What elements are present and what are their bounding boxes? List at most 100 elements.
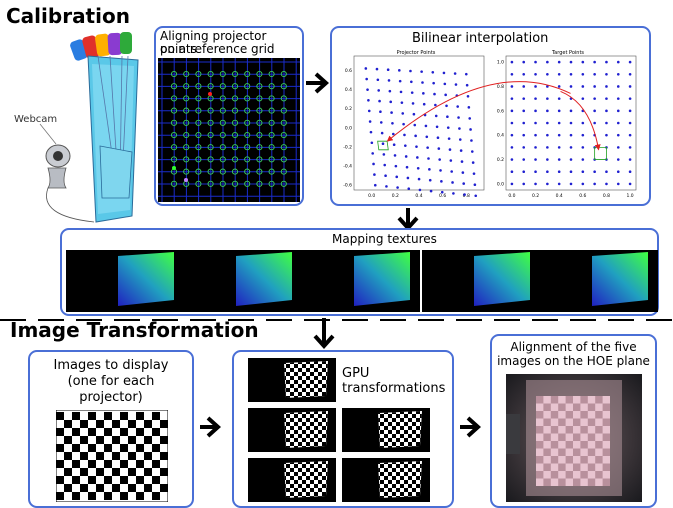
- target-point: [522, 182, 526, 186]
- projector-point: [470, 139, 473, 142]
- mapping-texture-tile: [302, 250, 420, 312]
- mapping-texture-tile: [184, 250, 302, 312]
- projector-point: [427, 157, 430, 160]
- gpu-transformed-tile: [248, 408, 336, 452]
- projector-point: [373, 173, 376, 176]
- target-point: [522, 158, 526, 161]
- projector-point: [369, 130, 373, 134]
- projector-point: [413, 123, 417, 127]
- projector-point: [403, 133, 406, 137]
- projector-point: [432, 81, 435, 85]
- target-point: [557, 72, 561, 76]
- projector-point: [365, 77, 368, 81]
- projector-point: [421, 81, 424, 84]
- projector-x-tick: 0.2: [392, 193, 399, 199]
- target-point: [616, 97, 620, 100]
- projector-point: [417, 177, 421, 181]
- projector-rig-illustration: [39, 32, 139, 223]
- target-point: [510, 182, 514, 186]
- target-x-tick: 0.2: [532, 193, 539, 199]
- projector-point: [422, 102, 426, 106]
- target-point: [522, 146, 526, 149]
- target-point: [510, 170, 514, 174]
- target-point: [628, 109, 632, 113]
- target-cell-quad: [594, 146, 607, 160]
- target-point: [569, 146, 573, 149]
- target-point: [616, 182, 620, 186]
- target-point: [581, 121, 585, 125]
- section-divider: [0, 319, 673, 321]
- target-point: [569, 170, 573, 174]
- bilinear-plots: Projector Points Target Points 0.0 0.2 0.4…: [343, 50, 637, 199]
- target-point: [569, 109, 573, 113]
- target-y-tick: 0.0: [497, 181, 504, 187]
- mapping-texture-tile: [422, 250, 540, 312]
- projector-point: [372, 162, 375, 166]
- target-point: [522, 170, 526, 174]
- target-point: [557, 121, 561, 125]
- target-point: [534, 158, 537, 161]
- target-point: [534, 146, 537, 149]
- target-point: [510, 60, 514, 64]
- target-point: [534, 182, 537, 186]
- projector-y-tick: -0.2: [343, 144, 352, 150]
- target-point: [593, 121, 596, 125]
- gpu-caption-line1: GPU: [342, 366, 370, 381]
- projector-point: [426, 146, 429, 149]
- projector-point: [384, 174, 387, 178]
- target-point: [616, 109, 620, 113]
- projector-point: [440, 180, 443, 183]
- target-point: [593, 182, 596, 186]
- projector-point: [446, 115, 449, 119]
- target-point: [581, 158, 585, 161]
- target-point: [510, 146, 514, 149]
- projector-point: [463, 193, 466, 196]
- bilinear-panel: Bilinear interpolation Projector Points …: [330, 26, 651, 206]
- projector-point: [399, 90, 403, 94]
- red-arrow-left: [386, 81, 571, 142]
- projector-point: [474, 194, 478, 198]
- target-point: [510, 133, 514, 137]
- projector-point: [395, 175, 399, 179]
- projector-point: [437, 147, 441, 150]
- projector-point: [406, 176, 410, 180]
- projector-point: [410, 91, 414, 94]
- projector-point: [434, 114, 438, 118]
- target-point: [581, 60, 585, 64]
- target-point: [593, 97, 596, 100]
- red-marker: [208, 92, 212, 96]
- target-point: [628, 182, 632, 186]
- target-point: [546, 109, 549, 113]
- projector-point: [414, 134, 417, 138]
- projector-point: [401, 112, 405, 115]
- projector-point: [364, 67, 368, 70]
- projector-point: [442, 71, 446, 75]
- target-point: [581, 85, 585, 88]
- projector-point: [440, 190, 444, 194]
- gpu-transformed-tile: [342, 458, 430, 502]
- target-point: [557, 182, 561, 186]
- target-point: [605, 182, 608, 186]
- projector-point: [446, 126, 450, 129]
- target-y-tick: 1.0: [497, 60, 504, 66]
- target-point: [605, 170, 608, 174]
- projector-point: [380, 131, 384, 135]
- target-y-tick: 0.2: [497, 157, 504, 163]
- target-point: [510, 97, 514, 100]
- gpu-panel: GPU transformations: [232, 350, 454, 508]
- projector-y-tick: 0.4: [345, 87, 352, 93]
- target-point: [593, 109, 596, 113]
- target-point: [534, 133, 537, 137]
- target-point: [605, 85, 608, 88]
- target-x-tick: 0.6: [579, 193, 586, 199]
- projector-point: [469, 128, 472, 131]
- mapping-panel: Mapping textures: [60, 228, 659, 316]
- projector-point: [462, 182, 466, 185]
- right-arrow-icon: [306, 72, 329, 94]
- projector-y-tick: 0.6: [345, 68, 352, 74]
- down-arrow-icon-2: [313, 318, 335, 349]
- target-point: [628, 60, 632, 64]
- target-point: [628, 85, 632, 88]
- projector-point: [398, 69, 401, 72]
- bilinear-title: Bilinear interpolation: [412, 31, 549, 46]
